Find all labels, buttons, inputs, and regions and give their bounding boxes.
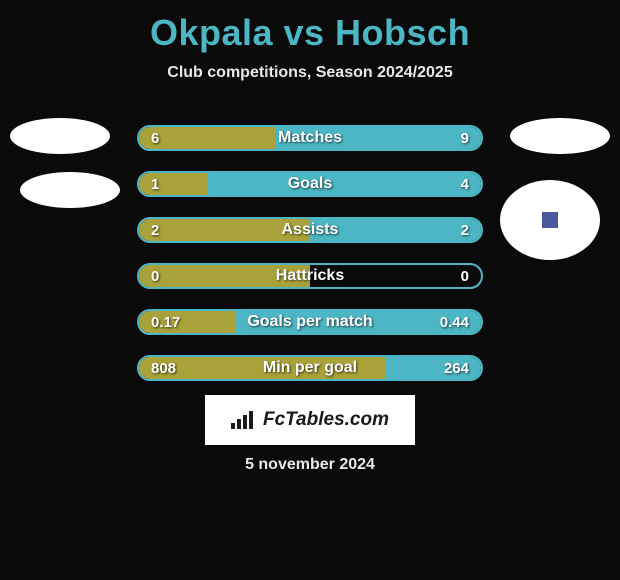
player-right-avatar-1 <box>510 118 610 154</box>
chart-bars-icon <box>231 411 253 429</box>
stat-label: Min per goal <box>139 357 481 379</box>
stat-row-hattricks: 0 Hattricks 0 <box>137 263 483 289</box>
stat-label: Hattricks <box>139 265 481 287</box>
stat-label: Matches <box>139 127 481 149</box>
page-subtitle: Club competitions, Season 2024/2025 <box>0 64 620 82</box>
stat-right-value: 9 <box>461 127 469 149</box>
player-left-avatar-2 <box>20 172 120 208</box>
fctables-logo: FcTables.com <box>205 395 415 445</box>
stat-row-min-per-goal: 808 Min per goal 264 <box>137 355 483 381</box>
stats-bars: 6 Matches 9 1 Goals 4 2 Assists 2 0 Hatt… <box>137 125 483 401</box>
stat-right-value: 0 <box>461 265 469 287</box>
stat-label: Goals <box>139 173 481 195</box>
player-left-avatar-1 <box>10 118 110 154</box>
logo-text: FcTables.com <box>263 409 389 431</box>
stat-right-value: 264 <box>444 357 469 379</box>
stat-right-value: 2 <box>461 219 469 241</box>
stat-row-matches: 6 Matches 9 <box>137 125 483 151</box>
stat-right-value: 0.44 <box>440 311 469 333</box>
stat-row-assists: 2 Assists 2 <box>137 217 483 243</box>
stat-label: Goals per match <box>139 311 481 333</box>
page-title: Okpala vs Hobsch <box>0 0 620 54</box>
club-badge-icon <box>542 212 558 228</box>
player-right-avatar-2 <box>500 180 600 260</box>
stat-label: Assists <box>139 219 481 241</box>
stat-row-goals-per-match: 0.17 Goals per match 0.44 <box>137 309 483 335</box>
stat-row-goals: 1 Goals 4 <box>137 171 483 197</box>
stat-right-value: 4 <box>461 173 469 195</box>
footer-date: 5 november 2024 <box>0 456 620 474</box>
